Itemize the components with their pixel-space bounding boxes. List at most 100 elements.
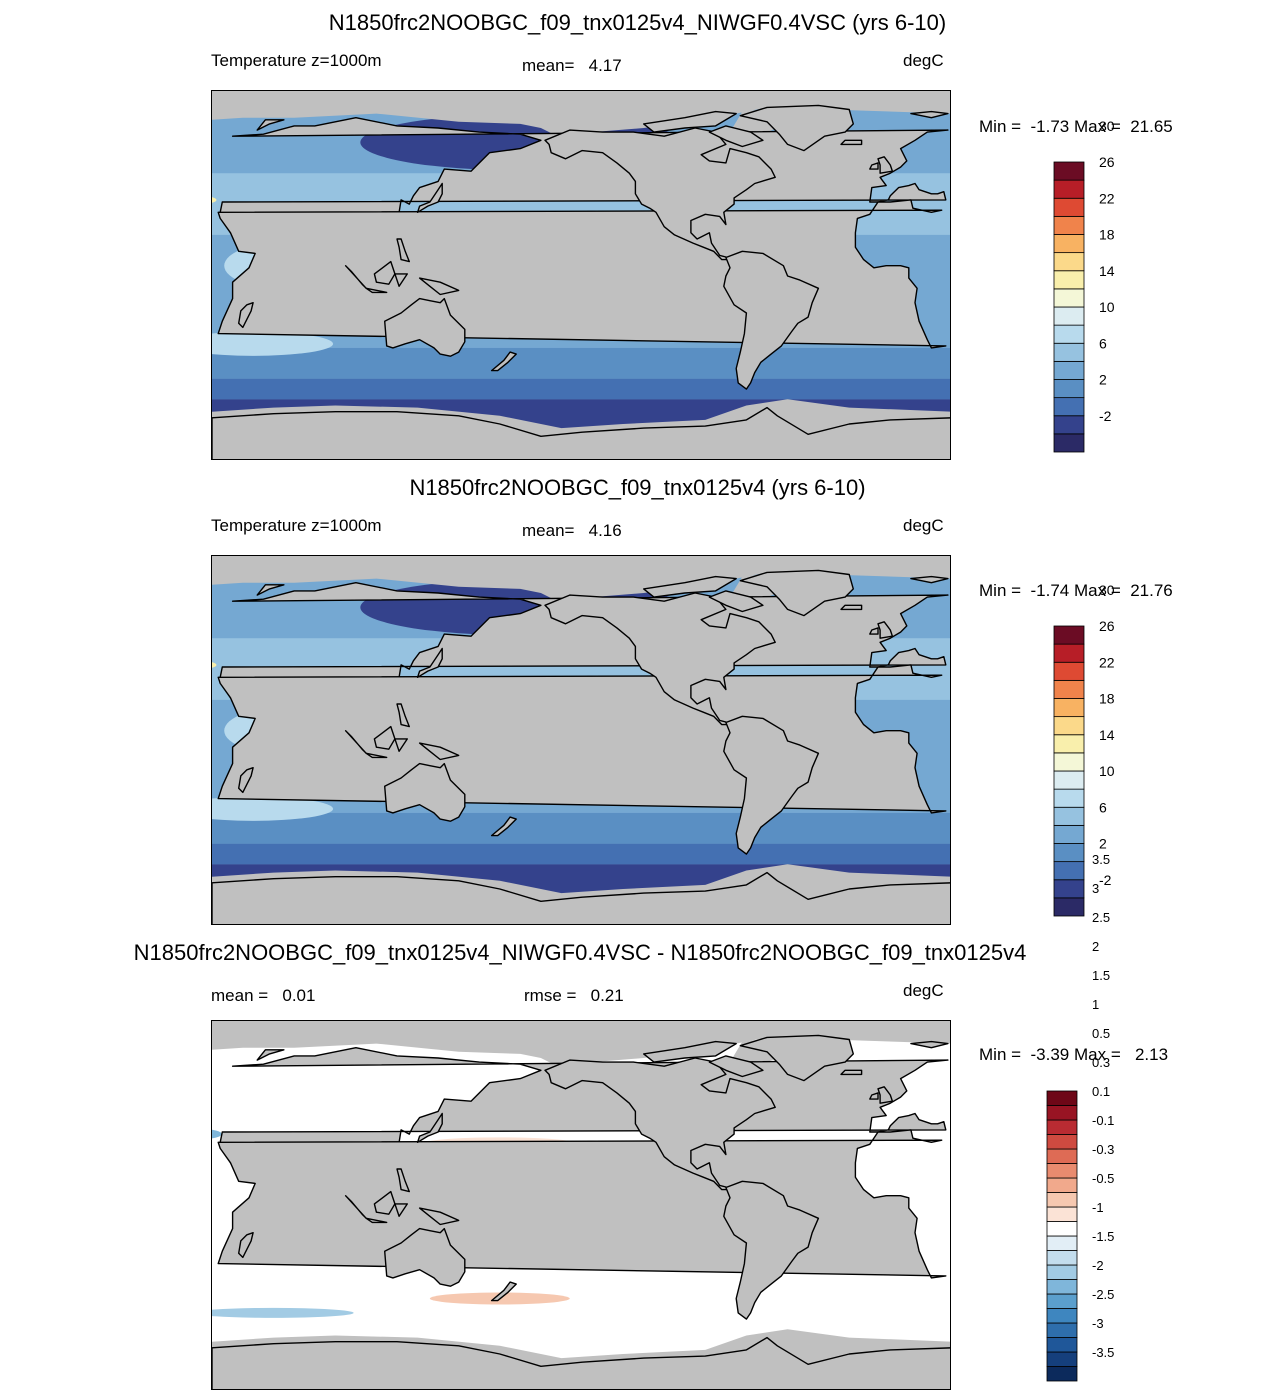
colorbar-swatch [1046, 1366, 1078, 1382]
panel-title: N1850frc2NOOBGC_f09_tnx0125v4_NIWGF0.4VS… [133, 940, 1027, 965]
colorbar-swatch [1046, 1264, 1078, 1280]
ocean-field [212, 796, 334, 821]
colorbar-tick-label: -1.5 [1092, 1229, 1114, 1244]
land-mass [217, 199, 947, 349]
colorbar-swatch [1053, 270, 1085, 290]
colorbar-swatch [1046, 1119, 1078, 1135]
colorbar-swatch [1053, 288, 1085, 308]
colorbar: -2 2 6 10 14 18 22 26 30 [1053, 118, 1143, 453]
colorbar-tick-label: 30 [1099, 118, 1115, 134]
panel-title: N1850frc2NOOBGC_f09_tnx0125v4 (yrs 6-10) [409, 475, 866, 500]
land-mass [869, 627, 879, 635]
max-value: 2.13 [1134, 1045, 1169, 1064]
colorbar-tick-label: -3 [1092, 1316, 1104, 1331]
colorbar-tick-label: 14 [1099, 727, 1115, 743]
colorbar-canvas: -3.5 -3 -2.5 -2 -1.5 -1 -0.5 -0.3 -0.1 0.1 0.3 0.5 1… [1046, 852, 1114, 1382]
land-mass [723, 715, 820, 855]
land-mass [490, 1281, 517, 1302]
land-mass [739, 1034, 854, 1082]
land-mass [643, 575, 737, 598]
colorbar-swatch [1053, 843, 1085, 863]
masked-region [212, 556, 950, 604]
colorbar-swatch [1053, 252, 1085, 272]
colorbar-tick-label: 10 [1099, 299, 1115, 315]
colorbar-swatch [1053, 379, 1085, 399]
land-mass [373, 1190, 396, 1215]
colorbar-swatch [1046, 1221, 1078, 1237]
colorbar-tick-label: 10 [1099, 763, 1115, 779]
mean-value: 4.17 [588, 56, 622, 75]
min-max-stat: Min = -1.74 Max = 21.76 [979, 581, 1173, 600]
mean-stat: mean = 0.01 [211, 986, 315, 1006]
land-mass [739, 569, 854, 617]
colorbar-tick-label: -2 [1099, 872, 1112, 888]
land-mass [910, 1040, 949, 1049]
colorbar-swatch [1053, 179, 1085, 199]
variable-label: Temperature z=1000m [211, 516, 382, 535]
min-max-stat: Min = -3.39 Max = 2.13 [979, 1045, 1169, 1064]
panel-middle: N1850frc2NOOBGC_f09_tnx0125v4 (yrs 6-10)… [0, 465, 1275, 930]
max-value: 21.65 [1130, 117, 1173, 136]
colorbar-swatch [1053, 698, 1085, 718]
mean-label: mean= [522, 56, 575, 75]
colorbar-tick-label: 26 [1099, 618, 1115, 634]
colorbar-swatch [1046, 1351, 1078, 1367]
land-mass [217, 1129, 947, 1279]
units-label: degC [903, 516, 944, 535]
colorbar-tick-label: 2.5 [1092, 910, 1110, 925]
colorbar-tick-label: 3 [1092, 881, 1099, 896]
land-mass [383, 297, 466, 357]
colorbar-swatch [1046, 1134, 1078, 1150]
colorbar-swatch [1046, 1235, 1078, 1251]
colorbar-swatch [1053, 415, 1085, 435]
map-canvas [212, 556, 950, 924]
mean-stat: mean= 4.16 [522, 521, 622, 541]
ocean-field [212, 378, 950, 400]
colorbar-tick-label: 2 [1099, 836, 1107, 852]
land-mass [708, 1055, 764, 1078]
colorbar-tick-label: 22 [1099, 190, 1115, 206]
land-mass [490, 816, 517, 837]
colorbar-tick-label: 1.5 [1092, 968, 1110, 983]
rmse-stat: rmse = 0.21 [524, 986, 624, 1006]
land-mass [394, 273, 409, 288]
colorbar-swatch [1053, 643, 1085, 663]
mean-label: mean = [211, 986, 269, 1005]
colorbar-tick-label: -1 [1092, 1200, 1104, 1215]
ocean-field [212, 197, 217, 203]
land-mass [238, 301, 254, 329]
colorbar-tick-label: 3.5 [1092, 852, 1110, 867]
land-mass [544, 127, 776, 261]
colorbar-swatch [1053, 360, 1085, 380]
colorbar-tick-label: -0.5 [1092, 1171, 1114, 1186]
land-mass [238, 766, 254, 794]
colorbar-swatch [1053, 716, 1085, 736]
units-label: degC [903, 981, 944, 1000]
map-canvas [212, 1021, 950, 1389]
colorbar-swatch [1046, 1279, 1078, 1295]
land-mass [490, 351, 517, 372]
variable-label: Temperature z=1000m [211, 51, 382, 70]
ocean-field [212, 1129, 222, 1139]
temperature-map [211, 90, 951, 460]
colorbar-tick-label: 6 [1099, 335, 1107, 351]
colorbar-tick-label: 0.5 [1092, 1026, 1110, 1041]
min-value: -1.74 [1030, 581, 1070, 600]
colorbar-tick-label: 2 [1099, 372, 1107, 388]
land-mass [344, 264, 367, 290]
mean-value: 0.01 [282, 986, 316, 1005]
colorbar-tick-label: 1 [1092, 997, 1099, 1012]
colorbar-swatch [1053, 897, 1085, 917]
land-mass [256, 119, 285, 131]
min-value: -1.73 [1030, 117, 1070, 136]
land-mass [256, 1049, 285, 1061]
colorbar-tick-label: 2 [1092, 939, 1099, 954]
land-mass [418, 1207, 460, 1226]
colorbar-tick-label: -0.1 [1092, 1113, 1114, 1128]
land-mass [643, 1040, 737, 1063]
panel-title: N1850frc2NOOBGC_f09_tnx0125v4_NIWGF0.4VS… [328, 10, 947, 35]
land-mass [643, 110, 737, 133]
land-mass [869, 162, 879, 170]
